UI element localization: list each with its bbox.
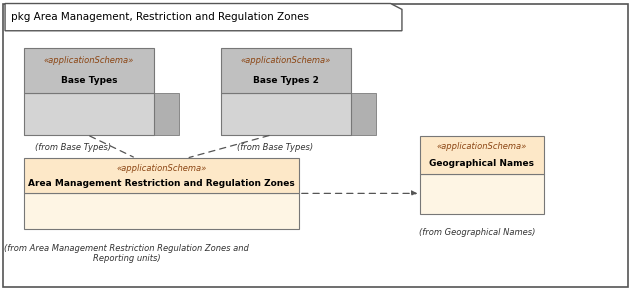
Text: «applicationSchema»: «applicationSchema» [44,57,134,65]
Bar [24,93,154,135]
Text: Geographical Names: Geographical Names [429,159,535,168]
Text: «applicationSchema»: «applicationSchema» [437,142,527,151]
Text: Base Types 2: Base Types 2 [253,76,319,85]
Bar [24,158,299,193]
Text: «applicationSchema»: «applicationSchema» [241,57,331,65]
Bar [24,48,154,93]
Polygon shape [5,4,402,31]
Text: (from Geographical Names): (from Geographical Names) [419,229,535,237]
Bar [420,174,544,214]
Bar [420,136,544,174]
Text: (from Base Types): (from Base Types) [237,144,313,152]
Text: pkg Area Management, Restriction and Regulation Zones: pkg Area Management, Restriction and Reg… [11,12,310,22]
Text: Base Types: Base Types [61,76,117,85]
Bar [24,193,299,229]
Text: (from Base Types): (from Base Types) [35,144,111,152]
Text: (from Area Management Restriction Regulation Zones and
Reporting units): (from Area Management Restriction Regula… [4,244,249,263]
Text: «applicationSchema»: «applicationSchema» [116,163,207,173]
Bar [221,93,376,135]
Bar [221,48,351,93]
Bar [24,93,179,135]
Text: Area Management Restriction and Regulation Zones: Area Management Restriction and Regulati… [28,179,295,188]
Bar [221,93,351,135]
